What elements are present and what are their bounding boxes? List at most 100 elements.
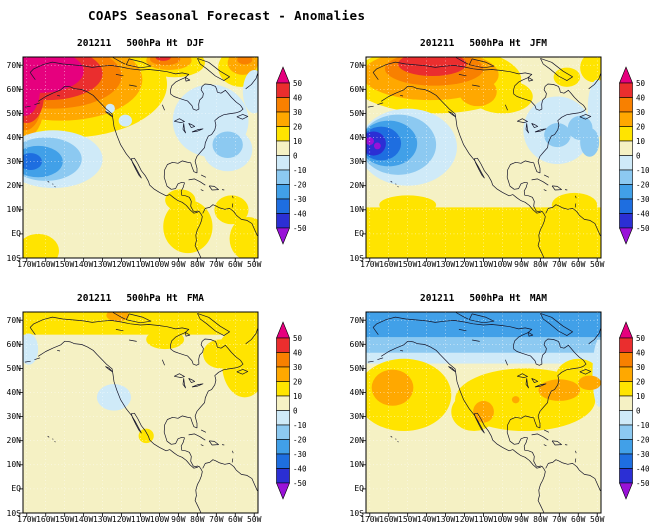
map-DJF (19, 56, 259, 262)
colorbar-label: -10 (636, 421, 650, 430)
lat-tick-label: 70N (349, 315, 364, 325)
colorbar-segment (619, 155, 633, 171)
colorbar-segment (276, 352, 290, 368)
map-MAM (362, 311, 602, 517)
figure-title: COAPS Seasonal Forecast - Anomalies (88, 8, 366, 23)
gridlines (23, 312, 258, 513)
colorbar-label: -20 (636, 435, 650, 444)
lat-tick-label: 20N (6, 436, 21, 446)
anomaly-region-m20 (580, 127, 600, 157)
panel-title-FMA: 201211 500hPa Ht FMA (23, 293, 258, 304)
lat-tick-label: 60N (6, 84, 21, 94)
anomaly-region-m20 (212, 131, 243, 158)
colorbar-label: -30 (293, 450, 307, 459)
lat-tick-label: 10S (349, 508, 364, 518)
lat-tick-label: EQ (354, 229, 364, 239)
panel-JFM: 201211 500hPa Ht JFM 70N 60N 50N 40N 30N 20N 10N E… (350, 38, 650, 269)
axis-ticks (362, 64, 598, 262)
colorbar-label: 10 (293, 137, 303, 146)
coastlines (24, 312, 258, 513)
lon-tick-label: 80W (533, 515, 548, 524)
lat-tick-label: 10S (349, 253, 364, 263)
colorbar-label: -10 (293, 421, 307, 430)
anomaly-region-p20 (578, 375, 601, 391)
panel-title-variable: 500hPa Ht (469, 293, 521, 304)
colorbar-segment (276, 111, 290, 127)
colorbar-label: -10 (636, 166, 650, 175)
colorbar-label: 50 (636, 79, 646, 88)
panel-FMA: 201211 500hPa Ht FMA 70N 60N 50N 40N 30N 20N 10N E… (7, 293, 307, 524)
lat-tick-label: 10N (6, 205, 21, 215)
lat-tick-label: 40N (6, 387, 21, 397)
colorbar-label: -10 (293, 166, 307, 175)
panel-title-DJF: 201211 500hPa Ht DJF (23, 38, 258, 49)
colorbar-label: -20 (293, 180, 307, 189)
lat-tick-label: 10N (349, 205, 364, 215)
colorbar-segment (619, 169, 633, 185)
lat-tick-label: 50N (349, 363, 364, 373)
lon-tick-label: 80W (533, 260, 548, 269)
anomaly-region-p10 (138, 428, 154, 444)
map-frame (22, 311, 259, 514)
lat-tick-label: 10S (6, 253, 21, 263)
colorbar-segment (619, 395, 633, 411)
lon-tick-label: 60W (571, 515, 586, 524)
colorbar-segment (276, 395, 290, 411)
axis-ticks (19, 64, 255, 262)
lon-tick-label: 120W (454, 260, 475, 269)
colorbar-arrow-bottom (276, 227, 290, 245)
lon-tick-label: 90W (514, 260, 529, 269)
colorbar-segment (276, 97, 290, 113)
panel-title-season: DJF (186, 38, 204, 49)
lon-tick-label: 140W (417, 515, 437, 524)
lon-tick-label: 80W (190, 515, 205, 524)
colorbar-arrow-top (276, 321, 290, 339)
colorbar-FMA: 50 40 30 20 10 0 -10 -20 -30 -40 -50 (276, 321, 307, 500)
axis-ticks (19, 319, 255, 517)
lon-tick-label: 80W (190, 260, 205, 269)
map-JFM (362, 56, 602, 262)
colorbar-label: 50 (293, 334, 303, 343)
anomaly-region-p30 (237, 57, 253, 65)
anomaly-field (23, 57, 258, 258)
gridlines (366, 57, 601, 258)
colorbar-segment (619, 198, 633, 214)
lon-tick-label: 110W (130, 515, 151, 524)
colorbar-segment (276, 169, 290, 185)
anomaly-region-m10 (118, 114, 132, 127)
lon-tick-label: 170W (360, 260, 380, 269)
lat-tick-label: 40N (349, 387, 364, 397)
lat-tick-label: 50N (6, 108, 21, 118)
anomaly-region-p10 (165, 189, 196, 212)
lon-tick-label: 90W (171, 260, 186, 269)
colorbar-segment (276, 337, 290, 353)
anomaly-region-p20 (511, 396, 520, 404)
colorbar-segment (276, 82, 290, 98)
lat-tick-label: 70N (6, 60, 21, 70)
anomaly-region-p10 (551, 192, 598, 218)
lat-tick-label: 10N (349, 460, 364, 470)
panel-title-date: 201211 (77, 293, 112, 304)
colorbar-segment (276, 439, 290, 455)
lon-tick-label: 150W (398, 260, 418, 269)
anomaly-region-m50 (366, 131, 386, 156)
colorbar-label: 0 (293, 151, 298, 160)
lon-tick-label: 150W (55, 260, 75, 269)
lat-tick-label: EQ (354, 484, 364, 494)
lat-tick-label: 30N (6, 157, 21, 167)
anomaly-region-p20 (458, 77, 497, 107)
colorbar-label: 10 (293, 392, 303, 401)
map-frame (365, 56, 602, 259)
colorbar-segment (276, 410, 290, 426)
lon-tick-label: 150W (398, 515, 418, 524)
colorbar-segment (619, 453, 633, 469)
colorbar-segment (276, 155, 290, 171)
map-frame (22, 56, 259, 259)
lon-tick-label: 70W (552, 515, 567, 524)
panel-title-variable: 500hPa Ht (126, 38, 178, 49)
colorbar-arrow-bottom (276, 482, 290, 500)
colorbar-label: 50 (636, 334, 646, 343)
anomaly-field (23, 312, 258, 513)
colorbar-JFM: 50 40 30 20 10 0 -10 -20 -30 -40 -50 (619, 66, 650, 245)
colorbar-label: -40 (293, 209, 307, 218)
